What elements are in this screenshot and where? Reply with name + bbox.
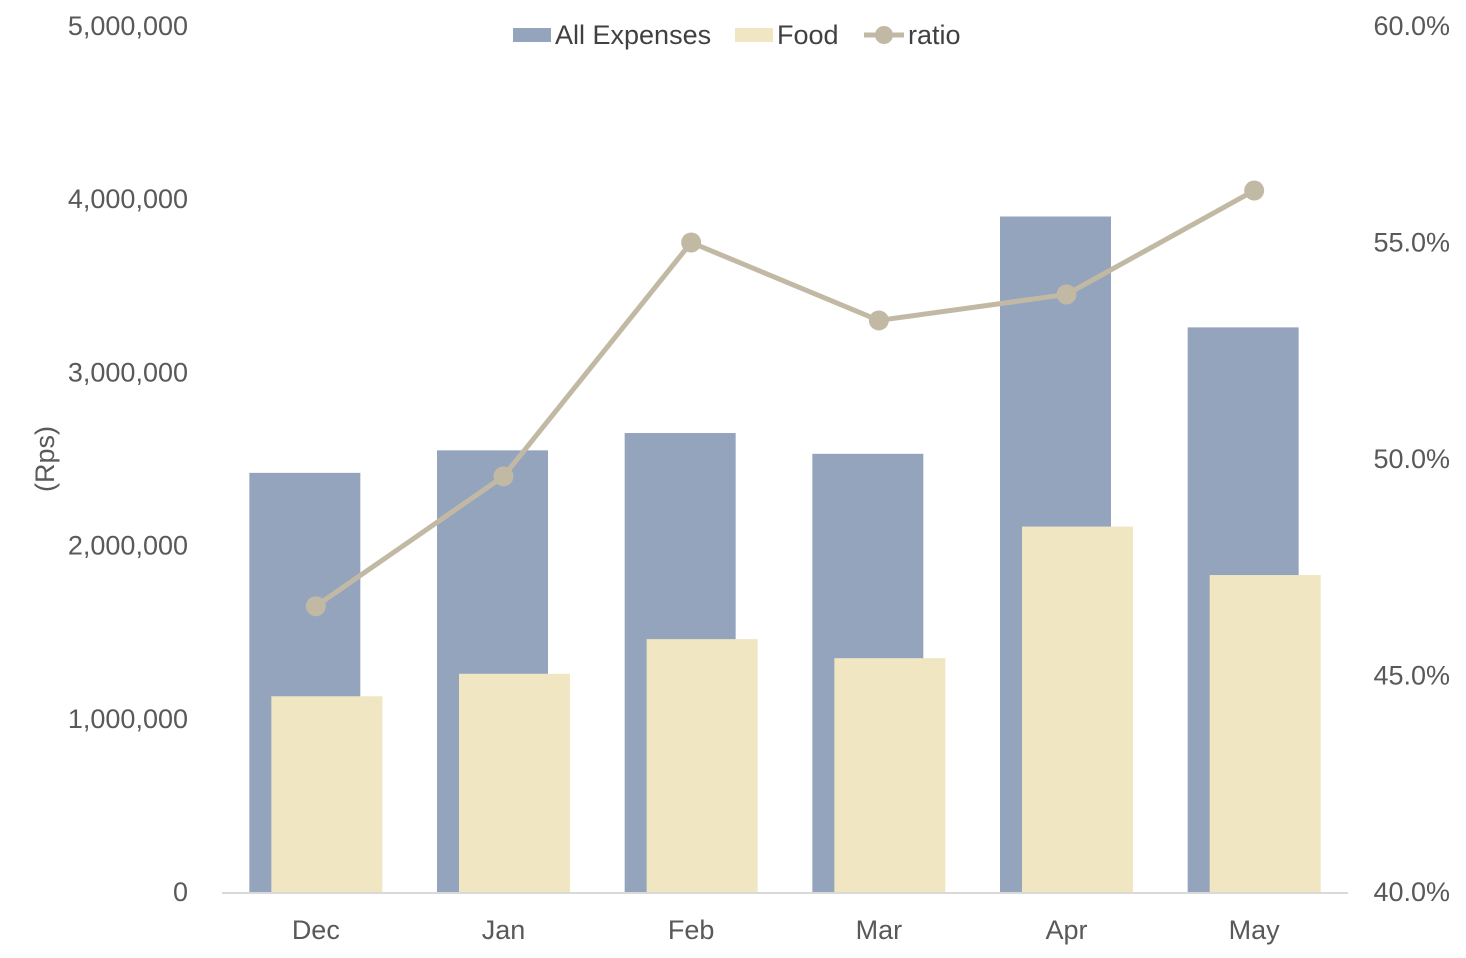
bars [249,216,1321,892]
x-tick-label: May [1229,915,1281,945]
y-tick-label: 2,000,000 [68,531,188,561]
y2-tick-label: 40.0% [1373,877,1450,907]
legend-label-ratio: ratio [908,20,961,50]
bar-food-apr [1022,526,1133,892]
y-tick-label: 4,000,000 [68,184,188,214]
bar-food-jan [459,673,570,892]
ratio-line-series [305,180,1265,617]
legend: All Expenses Food ratio [513,20,961,50]
x-tick-label: Feb [668,915,715,945]
ratio-point-apr [1056,284,1077,305]
y-axis-label: (Rps) [30,426,60,492]
x-tick-label: Apr [1045,915,1087,945]
ratio-line [314,188,1256,609]
y-tick-label: 3,000,000 [68,357,188,387]
ratio-point-mar [868,310,889,331]
y2-tick-label: 45.0% [1373,661,1450,691]
x-tick-label: Mar [856,915,903,945]
y-axis-left: 0 1,000,000 2,000,000 3,000,000 4,000,000 5,0… [68,11,188,907]
x-tick-label: Dec [292,915,340,945]
y-tick-label: 1,000,000 [68,704,188,734]
y-tick-label: 0 [173,877,188,907]
bar-food-mar [834,658,946,892]
y2-tick-label: 50.0% [1373,444,1450,474]
y2-tick-label: 55.0% [1373,228,1450,258]
legend-swatch-all-expenses [513,28,551,42]
x-axis: Dec Jan Feb Mar Apr May [292,915,1280,945]
y-tick-label: 5,000,000 [68,11,188,41]
legend-swatch-food [735,28,773,42]
bar-food-dec [271,696,383,892]
ratio-point-may [1244,180,1265,201]
legend-label-all-expenses: All Expenses [555,20,711,50]
y-axis-right: 40.0% 45.0% 50.0% 55.0% 60.0% [1373,11,1450,907]
legend-label-food: Food [777,20,839,50]
bar-food-may [1209,575,1321,892]
y2-tick-label: 60.0% [1373,11,1450,41]
ratio-point-dec [305,596,326,617]
ratio-point-feb [681,232,702,253]
legend-marker-ratio [875,26,893,44]
ratio-point-jan [493,466,514,487]
x-tick-label: Jan [482,915,526,945]
bar-food-feb [646,639,758,892]
